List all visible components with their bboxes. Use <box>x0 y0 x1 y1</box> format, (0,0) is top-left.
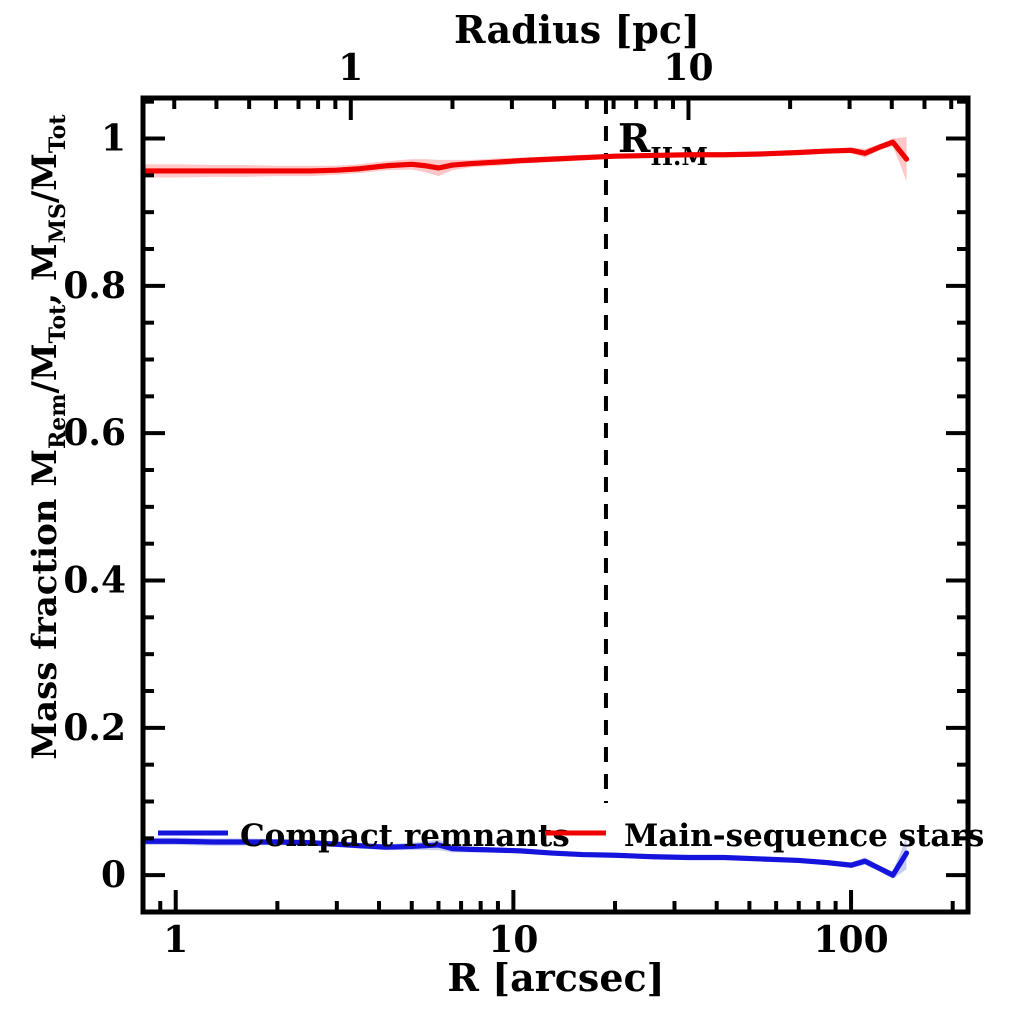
y-tick-label: 0.2 <box>63 707 126 749</box>
top-tick-label: 10 <box>663 47 713 89</box>
curve-main-sequence-stars <box>140 139 910 174</box>
x-tick-label: 1 <box>163 919 188 961</box>
legend-label-main-sequence: Main-sequence stars <box>624 818 984 854</box>
top-tick-label: 1 <box>338 47 363 89</box>
curve-compact-remnants <box>140 838 910 878</box>
y-tick-label: 0.4 <box>63 560 126 602</box>
series-lines <box>140 139 910 878</box>
bottom-axis-title: R [arcsec] <box>447 955 664 1000</box>
y-axis-title: Mass fraction MRem/MTot, MMS/MTot <box>25 114 71 760</box>
x-tick-label: 10 <box>488 919 538 961</box>
legend-label-compact-remnants: Compact remnants <box>240 818 570 854</box>
y-tick-label: 0.6 <box>63 412 126 454</box>
top-axis-title: Radius [pc] <box>454 7 700 52</box>
error-bands <box>143 137 907 879</box>
y-tick-label: 1 <box>101 118 126 160</box>
plot-frame <box>140 95 971 915</box>
axes-frame <box>140 95 971 915</box>
half-mass-radius-label: RH.M <box>618 116 708 171</box>
axis-ticks <box>141 98 968 912</box>
y-tick-label: 0 <box>101 854 126 896</box>
y-tick-label: 0.8 <box>63 265 126 307</box>
x-tick-label: 100 <box>813 919 888 961</box>
half-mass-radius-annotation: RH.M <box>603 99 708 803</box>
legend: Compact remnants Main-sequence stars <box>158 818 984 854</box>
